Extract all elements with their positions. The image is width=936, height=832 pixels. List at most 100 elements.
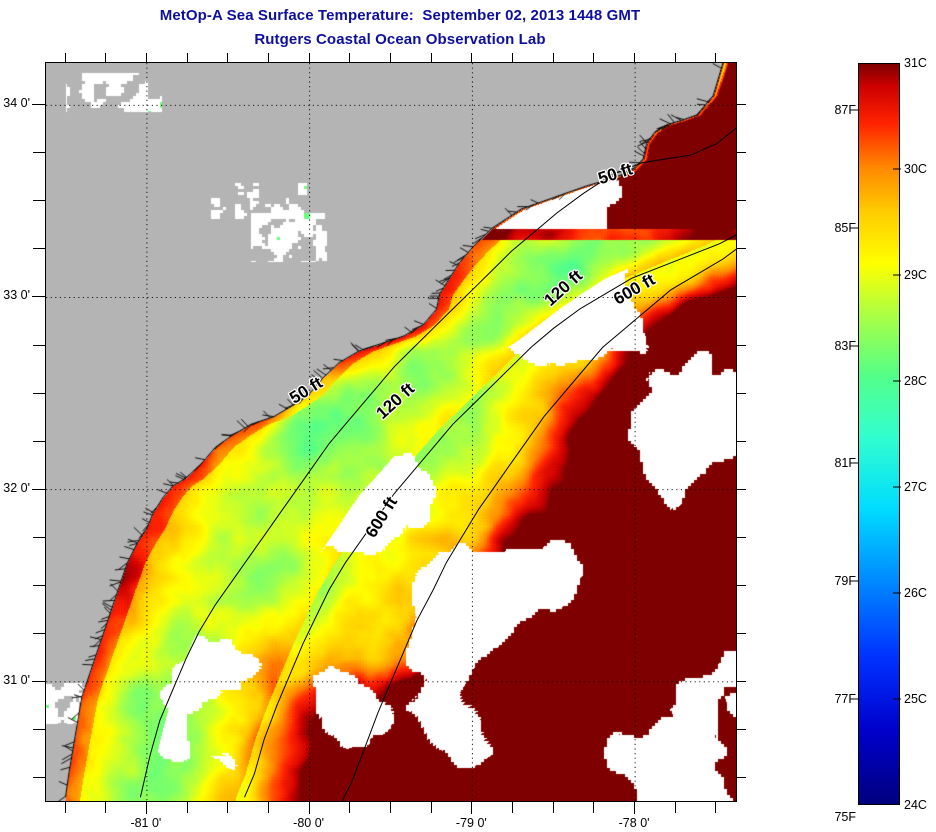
y-axis-label: 31 0' xyxy=(3,672,30,687)
colorbar-fahrenheit-label: 75F xyxy=(834,809,856,824)
x-axis-minor-tick xyxy=(267,801,269,813)
x-axis-minor-tick xyxy=(430,801,432,813)
colorbar-celsius-label: 25C xyxy=(904,692,927,706)
contour-label: 600 ft xyxy=(362,493,402,541)
colorbar-fahrenheit-tick xyxy=(850,227,859,229)
y-axis-major-tick xyxy=(32,104,45,106)
bathymetry-contours xyxy=(139,127,736,801)
top-axis-tick xyxy=(674,53,676,62)
top-axis-tick xyxy=(145,53,147,62)
colorbar-celsius-label: 29C xyxy=(904,268,927,282)
map-vector-overlay: 50 ft 50 ft 120 ft 120 ft 600 ft 600 ft xyxy=(46,63,736,801)
contour-120ft xyxy=(244,234,736,798)
x-axis-minor-tick xyxy=(64,801,66,813)
contour-label: 50 ft xyxy=(286,373,326,408)
x-axis-minor-tick xyxy=(593,801,595,813)
colorbar-celsius-tick xyxy=(893,486,901,488)
contour-label: 50 ft xyxy=(596,159,635,188)
y-axis-minor-tick xyxy=(33,536,45,538)
top-axis-tick xyxy=(552,53,554,62)
y-axis-label: 34 0' xyxy=(3,96,30,111)
y-axis-major-tick xyxy=(32,488,45,490)
right-axis-tick xyxy=(737,248,746,250)
colorbar-fahrenheit-label: 83F xyxy=(834,338,856,353)
y-axis-minor-tick xyxy=(33,776,45,778)
right-axis-tick xyxy=(737,440,746,442)
right-axis-tick xyxy=(737,200,746,202)
top-axis-tick xyxy=(593,53,595,62)
colorbar-celsius-label: 27C xyxy=(904,480,927,494)
right-axis-tick xyxy=(737,104,746,106)
y-axis-minor-tick xyxy=(33,392,45,394)
top-axis-tick xyxy=(715,53,717,62)
right-axis-tick xyxy=(737,728,746,730)
colorbar-celsius-tick xyxy=(893,592,901,594)
colorbar[interactable] xyxy=(858,63,900,805)
top-axis-tick xyxy=(471,53,473,62)
colorbar-fahrenheit-tick xyxy=(850,109,859,111)
graticule xyxy=(46,63,736,801)
y-axis-major-tick xyxy=(32,680,45,682)
colorbar-fahrenheit-label: 77F xyxy=(834,692,856,706)
y-axis-minor-tick xyxy=(33,728,45,730)
right-axis-tick xyxy=(737,488,746,490)
colorbar-celsius-label: 31C xyxy=(904,56,927,70)
colorbar-fahrenheit-tick xyxy=(850,462,859,464)
contour-label: 600 ft xyxy=(610,270,658,309)
top-axis-tick xyxy=(64,53,66,62)
page-title: MetOp-A Sea Surface Temperature: Septemb… xyxy=(159,7,641,24)
y-axis-minor-tick xyxy=(33,152,45,154)
right-axis-tick xyxy=(737,296,746,298)
right-axis-tick xyxy=(737,584,746,586)
x-axis-major-tick xyxy=(308,801,310,814)
x-axis-label: -80 0' xyxy=(293,816,325,830)
x-axis-minor-tick xyxy=(186,801,188,813)
top-axis-tick xyxy=(308,53,310,62)
colorbar-celsius-label: 30C xyxy=(904,162,927,176)
top-axis-tick xyxy=(349,53,351,62)
colorbar-celsius-label: 24C xyxy=(904,798,927,812)
x-axis-label: -81 0' xyxy=(130,816,162,830)
colorbar-celsius-label: 26C xyxy=(904,586,927,600)
x-axis-major-tick xyxy=(145,801,147,814)
colorbar-celsius-tick xyxy=(893,698,901,700)
top-axis-tick xyxy=(634,53,636,62)
colorbar-fahrenheit-tick xyxy=(850,345,859,347)
y-axis-minor-tick xyxy=(33,632,45,634)
top-axis-tick xyxy=(105,53,107,62)
title-block: MetOp-A Sea Surface Temperature: Septemb… xyxy=(0,4,800,52)
y-axis-minor-tick xyxy=(33,248,45,250)
x-axis-label: -79 0' xyxy=(455,816,487,830)
top-axis-tick xyxy=(390,53,391,62)
colorbar-fahrenheit-label: 85F xyxy=(834,220,856,235)
y-axis-minor-tick xyxy=(33,584,45,586)
x-axis-minor-tick xyxy=(552,801,554,813)
sst-map[interactable]: 50 ft 50 ft 120 ft 120 ft 600 ft 600 ft xyxy=(45,62,737,802)
y-axis-label: 33 0' xyxy=(3,288,30,303)
colorbar-celsius-tick xyxy=(893,168,901,170)
contour-50ft xyxy=(139,127,736,798)
contour-label: 120 ft xyxy=(540,266,586,310)
contour-label: 120 ft xyxy=(372,379,418,423)
top-axis-tick xyxy=(267,53,269,62)
contour-600ft xyxy=(341,248,736,801)
x-axis-major-tick xyxy=(634,801,636,814)
right-axis-tick xyxy=(737,680,746,682)
colorbar-celsius-label: 28C xyxy=(904,374,927,388)
x-axis-minor-tick xyxy=(512,801,514,813)
colorbar-gradient xyxy=(858,63,900,805)
x-axis-label: -78 0' xyxy=(618,816,650,830)
colorbar-fahrenheit-label: 79F xyxy=(834,574,856,589)
right-axis-tick xyxy=(737,152,746,154)
y-axis-label: 32 0' xyxy=(3,480,30,495)
colorbar-fahrenheit-tick xyxy=(850,580,859,582)
top-axis-tick xyxy=(512,53,514,62)
colorbar-celsius-tick xyxy=(893,380,901,382)
x-axis-minor-tick xyxy=(390,801,391,813)
colorbar-fahrenheit-label: 81F xyxy=(834,456,856,471)
x-axis-major-tick xyxy=(471,801,473,814)
x-axis-minor-tick xyxy=(674,801,676,813)
x-axis-minor-tick xyxy=(715,801,717,813)
colorbar-fahrenheit-label: 87F xyxy=(834,103,856,118)
sst-heatmap-canvas xyxy=(46,63,736,801)
